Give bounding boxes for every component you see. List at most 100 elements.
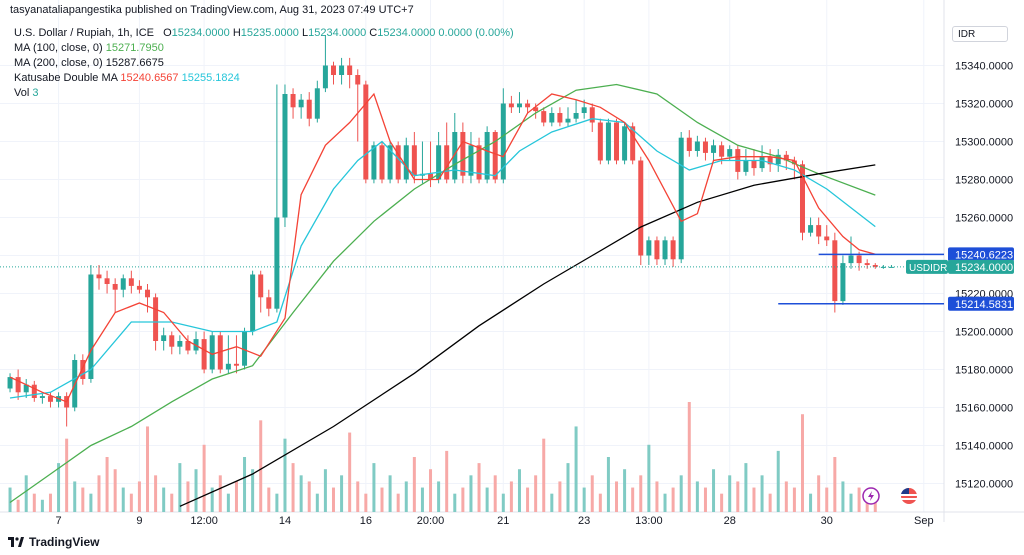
candle-body: [47, 396, 53, 402]
candle-body: [533, 107, 539, 112]
candle-body: [767, 156, 773, 165]
volume-bar: [226, 493, 230, 512]
volume-bar: [113, 469, 117, 512]
volume-bar: [48, 493, 52, 512]
candle-body: [605, 122, 611, 161]
ohlc-low-label: L: [301, 27, 309, 39]
volume-bar: [331, 487, 335, 512]
y-tick-label: 15320.0000: [955, 99, 1013, 111]
candle-body: [799, 164, 805, 233]
volume-bar: [679, 475, 683, 512]
candle-body: [759, 156, 765, 169]
candle-body: [541, 111, 547, 123]
candle-body: [727, 149, 733, 157]
tradingview-logo-icon: [8, 537, 24, 547]
volume-bar: [16, 499, 20, 512]
ohlc-change: 0.0000 (0.00%): [438, 27, 514, 39]
volume-bar: [703, 487, 707, 512]
volume-bar: [817, 475, 821, 512]
candle-body: [662, 240, 668, 260]
x-tick-label: 23: [578, 515, 590, 527]
ma100-row[interactable]: MA (100, close, 0) 15271.7950: [14, 41, 514, 56]
ohlc-high: 15235.0000: [240, 27, 299, 39]
volume-bar: [388, 475, 392, 512]
volume-bar: [162, 487, 166, 512]
y-tick-label: 15300.0000: [955, 137, 1013, 149]
volume-bar: [590, 475, 594, 512]
volume-bar: [420, 487, 424, 512]
x-tick-label: 28: [724, 515, 736, 527]
volume-bar: [849, 493, 853, 512]
candle-body: [597, 122, 603, 161]
volume-bar: [380, 487, 384, 512]
candle-body: [872, 265, 878, 267]
volume-bar: [65, 438, 69, 512]
katusabe-row[interactable]: Katusabe Double MA 15240.6567 15255.1824: [14, 71, 514, 86]
volume-bar: [687, 402, 691, 512]
volume-bar: [105, 457, 109, 512]
candle-body: [743, 160, 749, 172]
volume-bar: [493, 475, 497, 512]
ohlc-close-label: C: [369, 27, 378, 39]
volume-bar: [720, 493, 724, 512]
ma200-row[interactable]: MA (200, close, 0) 15287.6675: [14, 56, 514, 71]
x-tick-label: 30: [821, 515, 833, 527]
lightning-icon[interactable]: [862, 487, 880, 505]
candle-body: [848, 255, 854, 264]
candle-body: [832, 240, 838, 302]
volume-bar: [598, 493, 602, 512]
candle-body: [120, 278, 126, 290]
katusabe-fast-value: 15240.6567: [120, 72, 179, 84]
level-price-tag: [948, 296, 1014, 311]
candle-body: [225, 363, 231, 370]
tradingview-logo[interactable]: TradingView: [8, 535, 99, 549]
volume-bar: [744, 463, 748, 512]
volume-bar: [663, 493, 667, 512]
candle-body: [444, 145, 450, 180]
x-tick-label: 9: [136, 515, 142, 527]
candle-body: [484, 132, 490, 180]
time-axis[interactable]: 7 9 12:00 14 16 20:00 21 23 13:00 28 30 Sep: [55, 515, 933, 527]
katusabe-fast-line: [9, 92, 876, 403]
candle-body: [339, 65, 345, 75]
volume-bar: [469, 475, 473, 512]
candle-body: [282, 94, 288, 218]
candle-body: [589, 107, 595, 123]
candle-body: [525, 103, 531, 108]
x-tick-label: 14: [279, 515, 291, 527]
moving-average-lines: [9, 83, 876, 507]
price-axis[interactable]: 15120.0000 15140.0000 15160.0000 15180.0000…: [906, 61, 1014, 491]
ohlc-close: 15234.0000: [377, 27, 436, 39]
candle-body: [177, 341, 183, 347]
candle-body: [15, 377, 21, 393]
volume-bar: [170, 493, 174, 512]
volume-row[interactable]: Vol 3: [14, 86, 514, 101]
volume-bar: [218, 475, 222, 512]
volume-bar: [792, 487, 796, 512]
candle-body: [816, 225, 822, 237]
x-tick-label: 13:00: [635, 515, 663, 527]
ma100-label: MA (100, close, 0): [14, 42, 103, 54]
candle-body: [840, 263, 846, 302]
volume-bar: [800, 414, 804, 512]
candle-body: [719, 145, 725, 157]
candle-body: [614, 122, 620, 161]
candle-body: [185, 341, 191, 351]
candle-body: [516, 103, 522, 108]
candle-body: [112, 284, 118, 290]
candle-body: [128, 278, 134, 286]
x-tick-label: 12:00: [190, 515, 218, 527]
candle-body: [145, 289, 151, 298]
volume-bar: [760, 475, 764, 512]
candle-body: [298, 99, 304, 108]
currency-selector[interactable]: IDR: [952, 26, 1008, 42]
symbol-label[interactable]: U.S. Dollar / Rupiah, 1h, ICE: [14, 27, 155, 39]
volume-bar: [251, 469, 255, 512]
volume-bar: [615, 481, 619, 512]
candle-body: [387, 145, 393, 180]
us-flag-icon[interactable]: [901, 487, 917, 504]
candle-body: [161, 335, 167, 341]
volume-bar: [695, 481, 699, 512]
candle-body: [500, 103, 506, 180]
